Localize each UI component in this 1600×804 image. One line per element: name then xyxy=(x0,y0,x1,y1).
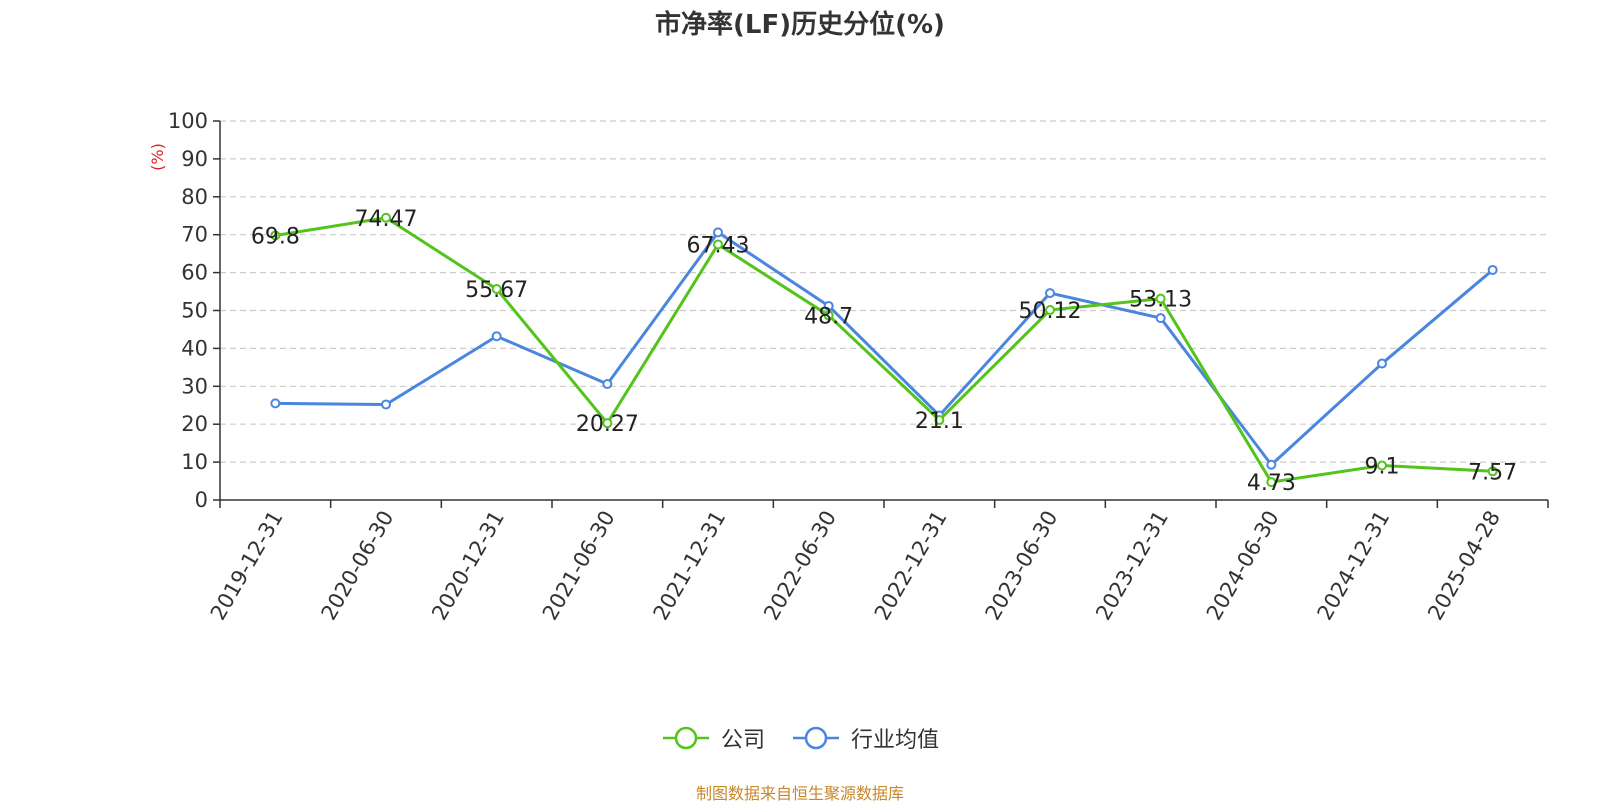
data-point xyxy=(1155,313,1166,324)
data-label: 9.1 xyxy=(1365,455,1400,480)
legend-label: 公司 xyxy=(720,728,765,753)
y-tick-label: 40 xyxy=(181,336,208,360)
legend-marker-icon xyxy=(662,726,709,750)
x-tick-label: 2023-12-31 xyxy=(1091,507,1173,625)
data-point xyxy=(1266,459,1277,470)
grid-lines xyxy=(220,120,1548,463)
data-label: 4.73 xyxy=(1247,471,1296,496)
data-point xyxy=(602,418,613,429)
data-point xyxy=(1487,264,1498,275)
data-labels: 69.8 74.47 55.67 20.27 67.43 48.7 21.1 50.12 53.… xyxy=(251,207,1517,496)
legend-marker-icon xyxy=(793,726,839,750)
legend-item[interactable]: 公司 xyxy=(661,722,765,754)
source-note: 制图数据来自恒生聚源数据库 xyxy=(695,784,904,803)
y-tick-label: 20 xyxy=(181,412,208,436)
legend: 公司 行业均值 xyxy=(0,722,1600,754)
x-tick-label: 2019-12-31 xyxy=(206,507,288,625)
data-label: 21.1 xyxy=(915,409,964,434)
data-label: 55.67 xyxy=(465,278,528,303)
data-label: 74.47 xyxy=(355,207,418,232)
data-label: 69.8 xyxy=(251,224,300,249)
y-tick-label: 90 xyxy=(181,147,208,171)
y-tick-label: 10 xyxy=(181,450,208,474)
y-tick-label: 30 xyxy=(181,374,208,398)
x-tick-label: 2020-12-31 xyxy=(427,507,509,625)
data-label: 53.13 xyxy=(1129,288,1192,313)
data-point xyxy=(1487,466,1498,477)
data-point xyxy=(491,284,502,295)
y-tick-label: 80 xyxy=(181,185,208,209)
data-point xyxy=(602,379,613,390)
legend-item[interactable]: 行业均值 xyxy=(791,722,939,754)
x-tick-label: 2024-12-31 xyxy=(1313,507,1395,625)
data-point xyxy=(1045,288,1055,299)
series-lines xyxy=(270,212,1498,488)
data-label: 48.7 xyxy=(804,304,853,329)
data-point xyxy=(713,227,723,238)
x-tick-label: 2024-06-30 xyxy=(1202,507,1284,625)
data-point xyxy=(381,399,391,410)
x-tick-label: 2022-12-31 xyxy=(870,507,952,625)
x-tick-label: 2022-06-30 xyxy=(759,507,841,625)
x-tick-label: 2021-12-31 xyxy=(649,507,731,625)
x-tick-label: 2025-04-28 xyxy=(1423,507,1505,625)
series-line xyxy=(275,216,1493,484)
data-point xyxy=(1377,460,1387,471)
y-tick-label: 60 xyxy=(181,261,208,285)
data-point xyxy=(270,398,281,409)
data-label: 67.43 xyxy=(687,233,750,258)
y-tick-label: 50 xyxy=(181,299,208,323)
data-point xyxy=(381,212,391,223)
chart-title: 市净率(LF)历史分位(%) xyxy=(655,10,945,40)
data-point xyxy=(1045,305,1055,316)
x-tick-label: 2020-06-30 xyxy=(317,507,399,625)
x-tick-label: 2021-06-30 xyxy=(538,507,620,625)
data-point xyxy=(491,331,502,342)
data-point xyxy=(713,239,723,250)
data-label: 50.12 xyxy=(1019,299,1082,324)
data-point xyxy=(823,310,834,321)
series-line xyxy=(275,230,1494,467)
data-point xyxy=(270,230,281,241)
data-label: 20.27 xyxy=(576,412,639,437)
data-point xyxy=(934,415,945,426)
y-tick-label: 100 xyxy=(168,109,208,133)
data-point xyxy=(1155,293,1166,304)
y-axis-unit-label: (%) xyxy=(148,143,167,171)
x-tick-label: 2023-06-30 xyxy=(981,507,1063,625)
data-point xyxy=(1377,358,1387,369)
data-point xyxy=(823,300,834,311)
legend-label: 行业均值 xyxy=(851,728,940,753)
data-label: 7.57 xyxy=(1468,460,1517,485)
y-tick-label: 70 xyxy=(181,223,208,247)
axes: 0 10 20 30 40 50 60 70 80 90 100(%) 2019-12-31 2020-… xyxy=(148,109,1549,625)
y-tick-label: 0 xyxy=(195,488,208,512)
data-point xyxy=(1266,477,1277,488)
